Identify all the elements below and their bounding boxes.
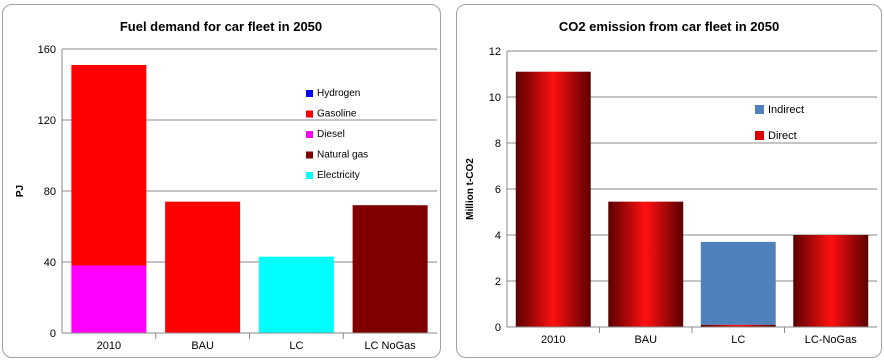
bar-direct [608, 201, 684, 327]
legend-label: Gasoline [317, 109, 357, 120]
co2-emission-chart: CO2 emission from car fleet in 2050 0 2 4 6… [465, 19, 877, 346]
bar-gasoline [71, 64, 147, 266]
y-tick-label: 0 [50, 328, 56, 340]
x-tick-label: LC [731, 334, 745, 346]
y-tick-label: 40 [44, 257, 56, 269]
x-tick-label: BAU [634, 334, 657, 346]
chart-title: CO2 emission from car fleet in 2050 [559, 19, 779, 34]
x-tick-label: BAU [191, 340, 214, 352]
x-tick-label: LC [289, 340, 303, 352]
bar-indirect [700, 241, 776, 325]
legend-swatch [306, 151, 313, 159]
bar-gasoline [165, 201, 241, 333]
bar-direct [515, 71, 591, 327]
x-tick-label: 2010 [541, 334, 565, 346]
co2-emission-chart-panel: CO2 emission from car fleet in 2050 0 2 4 6… [456, 4, 882, 358]
y-tick-label: 8 [495, 138, 501, 150]
y-tick-label: 4 [495, 230, 501, 242]
fuel-demand-chart-panel: Fuel demand for car fleet in 2050 0 40 80 1… [2, 4, 441, 358]
legend-label: Indirect [768, 104, 804, 116]
legend-label: Direct [768, 130, 797, 142]
x-tick-label: LC NoGas [364, 340, 416, 352]
y-tick-label: 0 [495, 322, 501, 334]
legend-label: Natural gas [317, 150, 368, 161]
y-tick-label: 12 [489, 46, 501, 58]
y-tick-label: 2 [495, 276, 501, 288]
legend-label: Hydrogen [317, 88, 360, 99]
x-tick-label: 2010 [97, 340, 121, 352]
bar-direct [793, 235, 869, 327]
legend-swatch [306, 90, 313, 97]
bar-electricity [258, 256, 334, 333]
bar-natural-gas [352, 205, 428, 333]
y-tick-label: 10 [489, 92, 501, 104]
x-tick-label: LC-NoGas [805, 334, 857, 346]
y-tick-label: 120 [38, 115, 56, 127]
legend-label: Electricity [317, 170, 360, 181]
fuel-demand-chart: Fuel demand for car fleet in 2050 0 40 80 1… [15, 19, 437, 352]
legend-swatch [755, 105, 764, 114]
legend-swatch [306, 110, 313, 118]
y-tick-label: 160 [38, 44, 56, 56]
legend-swatch [755, 131, 764, 140]
bar-diesel [71, 265, 147, 333]
bar-direct [700, 324, 776, 327]
y-axis-label: PJ [15, 185, 26, 197]
legend-swatch [306, 131, 313, 138]
legend-label: Diesel [317, 129, 345, 140]
y-tick-label: 6 [495, 184, 501, 196]
y-tick-label: 80 [44, 186, 56, 198]
y-axis-label: Million t-CO2 [465, 158, 476, 220]
legend-swatch [306, 172, 313, 179]
chart-title: Fuel demand for car fleet in 2050 [120, 19, 322, 34]
